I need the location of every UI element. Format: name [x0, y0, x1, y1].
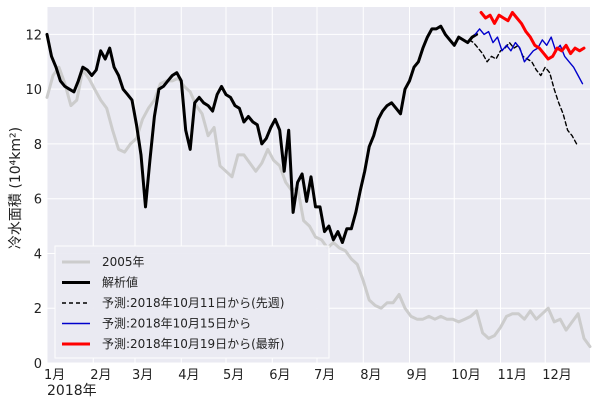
y-tick-label: 12 [25, 28, 42, 43]
y-tick-label: 4 [34, 247, 42, 262]
y-tick-label: 10 [25, 83, 42, 98]
y-tick-label: 6 [34, 193, 42, 208]
legend-label-4: 予測:2018年10月15日から [102, 317, 251, 331]
x-tick-label: 7月 [314, 368, 335, 383]
x-tick-label: 5月 [223, 368, 244, 383]
x-tick-label: 1月 [44, 368, 65, 383]
x-tick-label: 12月 [542, 368, 572, 383]
y-tick-label: 0 [34, 357, 42, 372]
x-tick-label: 4月 [178, 368, 199, 383]
series-line-2 [45, 24, 479, 244]
legend-label-2: 解析値 [102, 275, 138, 290]
y-tick-label: 2 [34, 302, 42, 317]
x-tick-label: 11月 [497, 368, 527, 383]
x-tick-label: 10月 [451, 368, 481, 383]
legend-label-5: 予測:2018年10月19日から(最新) [102, 336, 285, 351]
legend-label-1: 2005年 [102, 255, 145, 269]
series-group [45, 11, 592, 349]
x-tick-label: 8月 [360, 368, 381, 383]
x-tick-label: 2月 [90, 368, 111, 383]
legend-label-3: 予測:2018年10月11日から(先週) [102, 296, 285, 310]
x-axis-label: 2018年 [47, 383, 97, 399]
x-tick-label: 6月 [269, 368, 290, 383]
x-tick-label: 3月 [132, 368, 153, 383]
x-tick-label: 9月 [406, 368, 427, 383]
y-tick-label: 8 [34, 138, 42, 153]
y-ticks: 0 2 4 6 8 10 12 [25, 28, 42, 372]
series-line-4 [474, 28, 584, 85]
x-ticks: 1月 2月 3月 4月 5月 6月 7月 8月 9月 10月 11月 12月 [44, 368, 572, 383]
series-line-5 [479, 11, 586, 61]
legend-box [54, 245, 330, 359]
y-axis-label: 冷水面積 (10⁴km²) [8, 127, 24, 249]
